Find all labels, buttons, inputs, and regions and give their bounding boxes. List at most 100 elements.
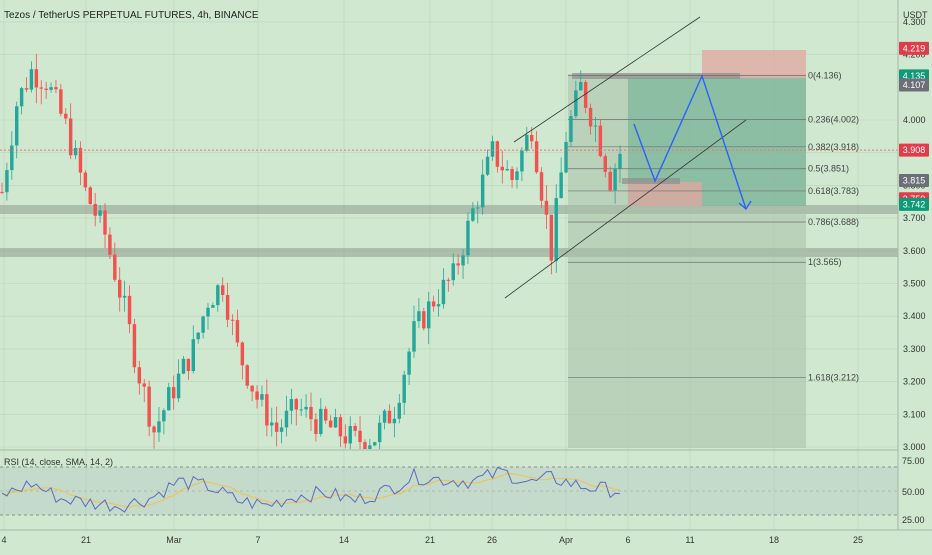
- candle-body: [446, 279, 451, 281]
- candle-body: [417, 311, 421, 322]
- candle-body: [422, 311, 426, 329]
- rsi-panel: RSI (14, close, SMA, 14, 2): [0, 449, 898, 516]
- time-tick-label: 25: [853, 535, 863, 545]
- candle-body: [162, 410, 166, 422]
- candle-body: [505, 168, 509, 171]
- candle-body: [83, 172, 88, 188]
- price-label-value: 3.742: [903, 199, 926, 209]
- candle-body: [495, 141, 500, 167]
- candle-body: [564, 141, 568, 173]
- candle-body: [436, 304, 441, 307]
- candle-body: [54, 87, 58, 90]
- candle-body: [471, 208, 475, 221]
- time-tick-label: 21: [81, 535, 91, 545]
- candle-body: [34, 69, 39, 88]
- candle-body: [309, 406, 313, 420]
- candle-body: [412, 321, 416, 352]
- fib-level-label: 0.382(3.918): [808, 142, 859, 152]
- candle-body: [348, 426, 352, 444]
- candle-body: [260, 394, 264, 400]
- candle-body: [426, 301, 431, 329]
- fib-level-label: 0(4.136): [808, 71, 842, 81]
- chart-title: Tezos / TetherUS PERPETUAL FUTURES, 4h, …: [4, 10, 259, 21]
- candle-body: [534, 141, 539, 173]
- candle-body: [284, 410, 289, 428]
- candle-body: [583, 81, 588, 108]
- time-axis-ticks: 4 21 Mar 7 14 21 26 Apr 6 11 18 25: [1, 535, 863, 545]
- time-tick-label: Apr: [559, 535, 573, 545]
- rsi-label: RSI (14, close, SMA, 14, 2): [4, 457, 113, 467]
- price-label: 4.107: [899, 78, 929, 92]
- candle-body: [343, 436, 348, 444]
- rsi-axis-25: 25.00: [902, 515, 925, 525]
- candle-body: [549, 214, 554, 261]
- candle-body: [108, 234, 112, 255]
- fib-level-label: 0.236(4.002): [808, 114, 859, 124]
- candle-body: [137, 367, 142, 384]
- candle-body: [132, 324, 137, 368]
- candle-body: [431, 301, 436, 307]
- price-tick-label: 3.500: [903, 279, 926, 289]
- candle-body: [515, 171, 519, 180]
- candle-body: [539, 172, 544, 201]
- rsi-axis-50: 50.00: [902, 487, 925, 497]
- candle-body: [402, 374, 406, 403]
- candle-body: [255, 391, 259, 400]
- candle-body: [554, 198, 558, 261]
- candle-body: [142, 383, 146, 387]
- candle-body: [171, 387, 176, 399]
- projected-path-arrow: [738, 200, 752, 211]
- candle-body: [304, 406, 308, 410]
- candle-body: [29, 69, 34, 90]
- price-tick-label: 4.000: [903, 115, 926, 125]
- candle-body: [93, 204, 97, 216]
- candle-body: [510, 168, 514, 180]
- time-tick-label: 18: [769, 535, 779, 545]
- fib-level-label: 1(3.565): [808, 257, 842, 267]
- top-zone-marker: [572, 73, 740, 79]
- candle-body: [157, 421, 161, 433]
- rsi-axis-75: 75.00: [902, 456, 925, 466]
- candle-body: [181, 358, 186, 374]
- projected-path: [633, 74, 747, 210]
- candle-body: [319, 408, 323, 435]
- candlestick-series: [0, 53, 622, 449]
- time-tick-label: 11: [685, 535, 694, 545]
- candle-body: [613, 168, 617, 191]
- candle-body: [299, 409, 303, 411]
- stop-loss-zone-lower: [628, 182, 702, 206]
- fib-level-label: 0.618(3.783): [808, 186, 859, 196]
- rsi-line: [1, 466, 621, 513]
- candle-body: [569, 116, 573, 142]
- time-tick-label: 26: [487, 535, 497, 545]
- candle-body: [24, 88, 29, 90]
- candle-body: [49, 87, 53, 90]
- candle-body: [323, 408, 328, 421]
- candle-body: [250, 385, 254, 392]
- resistance-zone: [0, 205, 898, 214]
- candle-body: [480, 174, 485, 208]
- candle-body: [368, 445, 372, 449]
- candle-body: [5, 170, 9, 193]
- candle-body: [211, 305, 215, 308]
- channel-upper-line: [513, 16, 701, 143]
- price-tick-label: 3.600: [903, 246, 926, 256]
- candle-body: [220, 285, 225, 296]
- candle-body: [0, 191, 4, 193]
- candle-body: [206, 307, 210, 317]
- time-tick-label: 6: [625, 535, 630, 545]
- time-tick-label: 7: [255, 535, 260, 545]
- candle-body: [333, 417, 338, 428]
- price-label-value: 3.908: [903, 145, 926, 155]
- candle-body: [485, 156, 490, 175]
- candle-body: [14, 106, 19, 146]
- candle-body: [392, 418, 397, 424]
- candle-body: [593, 125, 598, 127]
- price-tick-label: 3.000: [903, 442, 926, 452]
- candle-body: [147, 386, 151, 427]
- candle-body: [64, 113, 68, 119]
- candle-body: [397, 402, 402, 419]
